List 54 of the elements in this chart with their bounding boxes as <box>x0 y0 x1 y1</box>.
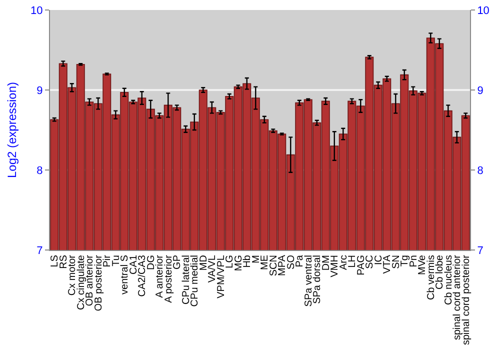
x-tick-label: RS <box>58 254 70 269</box>
x-tick-label: CA2/CA3 <box>137 254 148 297</box>
x-tick-label: Tg <box>400 255 411 267</box>
x-tick-label: GP <box>172 254 184 270</box>
x-tick-label: DG <box>146 254 157 270</box>
y-tick-label: 7 <box>36 244 43 257</box>
x-tick-label: VTA <box>382 254 394 274</box>
x-tick-label: Tu <box>110 255 122 266</box>
x-tick-label: Pn <box>408 255 420 268</box>
x-tick-label: Cb lobe <box>434 254 446 290</box>
x-tick-label: ventral S <box>120 254 131 294</box>
x-tick-label: Cb vermis <box>426 255 437 300</box>
x-tick-label: Pir <box>102 254 114 268</box>
x-tick-label: OB anterior <box>84 254 96 306</box>
x-tick-label: SCN <box>268 255 280 276</box>
x-tick-label: Cb nucleus <box>443 255 454 306</box>
x-tick-label: A posterior <box>163 254 174 303</box>
x-tick-label: spinal cord posterior <box>460 254 472 346</box>
x-tick-label: Arc <box>338 255 350 270</box>
x-tick-label: ME <box>260 254 271 270</box>
x-tick-label: M <box>250 255 262 264</box>
x-tick-label: Cx cingulate <box>76 254 87 310</box>
x-tick-label: PAG <box>356 254 367 276</box>
x-tick-label: CA1 <box>128 254 140 274</box>
x-tick-label: A anterior <box>154 254 166 298</box>
y2-tick-label: 9 <box>477 84 484 97</box>
x-tick-label: SN <box>390 255 402 269</box>
x-tick-label: spinal cord anterior <box>452 254 464 340</box>
x-tick-label: Pa <box>294 254 306 268</box>
x-tick-label: SO <box>286 254 297 270</box>
x-tick-label: OB posterior <box>93 254 104 312</box>
x-tick-label: SPa dorsal <box>312 255 324 304</box>
x-tick-label: VMH <box>330 255 341 278</box>
y-tick-label: 10 <box>30 4 43 17</box>
x-tick-label: MPA <box>277 254 288 276</box>
y2-tick-label: 10 <box>477 4 490 17</box>
x-tick-label: SC <box>364 255 376 269</box>
x-tick-label: MG <box>233 254 244 272</box>
x-tick-label: IC <box>373 255 384 265</box>
y-tick-label: 8 <box>36 164 43 177</box>
y-tick-label: 9 <box>36 84 43 97</box>
x-tick-label: LG <box>224 254 236 268</box>
x-tick-label: DM <box>320 255 332 271</box>
x-tick-label: MVe <box>417 254 428 276</box>
y2-tick-label: 8 <box>477 164 484 177</box>
x-tick-label: CPu lateral <box>180 255 192 304</box>
x-tick-label: SPa ventral <box>303 255 314 307</box>
y2-tick-label: 7 <box>477 244 484 257</box>
x-tick-label: VPM/VPL <box>216 254 227 298</box>
x-tick-label: LH <box>347 255 358 268</box>
x-tick-label: Hb <box>242 254 254 268</box>
x-tick-label: CPu medial <box>190 255 201 307</box>
x-tick-label: LS <box>50 254 61 268</box>
y-axis-title: Log2 (expression) <box>5 82 19 178</box>
